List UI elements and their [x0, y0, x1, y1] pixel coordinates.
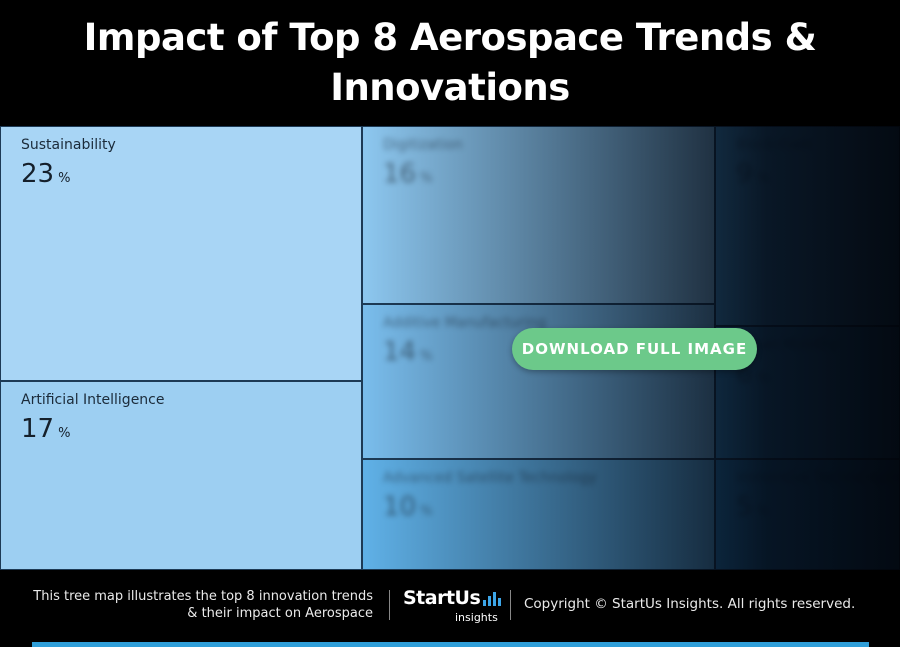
- treemap-cell: Sustainability 23%: [0, 126, 362, 381]
- copyright-text: Copyright © StartUs Insights. All rights…: [524, 596, 856, 612]
- logo-main-text: StartUs: [403, 587, 481, 609]
- treemap-cell: Artificial Intelligence 17%: [0, 381, 362, 570]
- cell-label: Blockchain: [736, 137, 812, 153]
- cell-value: 16%: [383, 159, 433, 189]
- treemap-cell: Immersive Technologies 5%: [715, 459, 900, 570]
- cell-label: Advanced Satellite Technology: [383, 470, 597, 486]
- treemap-cell: Advanced Satellite Technology 10%: [362, 459, 715, 570]
- logo-sub-text: insights: [455, 611, 498, 624]
- bar-chart-icon: [483, 592, 501, 606]
- cell-label: Sustainability: [21, 137, 116, 153]
- accent-bar: [32, 642, 869, 647]
- cell-label: Digitization: [383, 137, 463, 153]
- cell-label: Artificial Intelligence: [21, 392, 165, 408]
- cell-value: 9%: [736, 159, 769, 189]
- cell-label: Urban Mobility: [736, 337, 838, 353]
- header: Impact of Top 8 Aerospace Trends & Innov…: [0, 0, 900, 126]
- cell-value: 6%: [736, 359, 769, 389]
- cell-value: 17%: [21, 414, 71, 444]
- chart-title: Impact of Top 8 Aerospace Trends & Innov…: [83, 16, 817, 109]
- treemap: Sustainability 23% Artificial Intelligence…: [0, 126, 900, 570]
- footer-description: This tree map illustrates the top 8 inno…: [33, 589, 373, 621]
- download-full-image-button[interactable]: DOWNLOAD FULL IMAGE: [512, 328, 757, 370]
- divider: [389, 590, 390, 620]
- cell-value: 5%: [736, 492, 769, 522]
- treemap-cell: Digitization 16%: [362, 126, 715, 304]
- treemap-cell: Blockchain 9%: [715, 126, 900, 326]
- cell-label: Immersive Technologies: [736, 470, 900, 486]
- cell-value: 10%: [383, 492, 433, 522]
- startus-logo: StartUs insights: [403, 587, 501, 627]
- cell-value: 23%: [21, 159, 71, 189]
- divider: [510, 590, 511, 620]
- footer: This tree map illustrates the top 8 inno…: [0, 570, 900, 647]
